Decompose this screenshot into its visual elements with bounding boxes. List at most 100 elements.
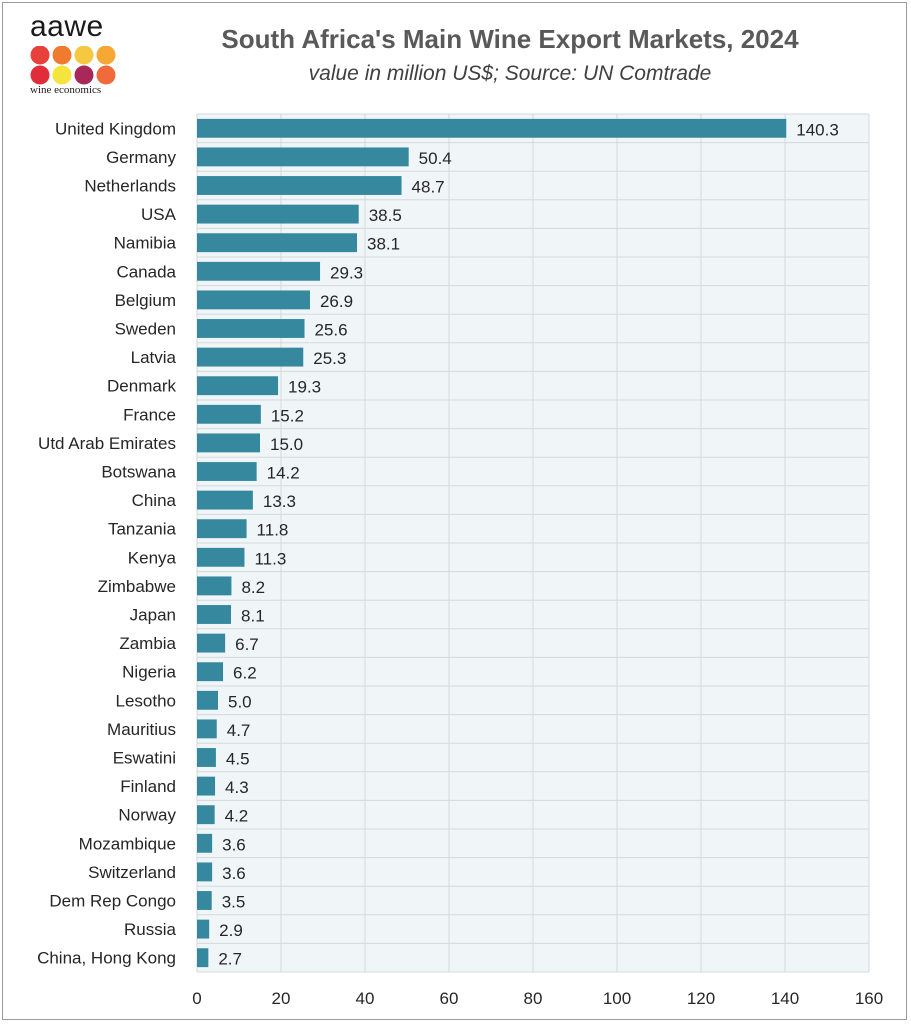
bar xyxy=(197,204,359,224)
bar xyxy=(197,290,310,310)
bar xyxy=(197,719,217,739)
bar xyxy=(197,690,218,710)
value-label: 4.2 xyxy=(225,807,249,826)
x-tick-label: 160 xyxy=(855,989,883,1008)
category-label: Nigeria xyxy=(122,663,176,682)
value-label: 13.3 xyxy=(263,492,296,511)
bar xyxy=(197,633,226,653)
category-label: Norway xyxy=(118,806,176,825)
x-tick-label: 120 xyxy=(687,989,715,1008)
value-label: 15.2 xyxy=(271,406,304,425)
bar xyxy=(197,176,402,195)
category-label: Switzerland xyxy=(88,863,176,882)
value-label: 50.4 xyxy=(419,149,452,168)
value-label: 11.3 xyxy=(254,549,286,568)
category-label: Eswatini xyxy=(113,749,176,768)
category-label: Tanzania xyxy=(108,520,177,539)
logo-dots-icon xyxy=(30,46,116,85)
bar xyxy=(197,462,257,481)
bar xyxy=(197,376,279,396)
value-label: 2.9 xyxy=(219,921,243,940)
value-label: 48.7 xyxy=(412,178,445,197)
x-tick-label: 20 xyxy=(272,989,291,1008)
value-label: 4.5 xyxy=(226,750,250,769)
category-label: Namibia xyxy=(114,234,177,253)
value-label: 3.5 xyxy=(222,893,246,912)
bar xyxy=(197,547,245,567)
value-label: 4.3 xyxy=(225,778,249,797)
bar xyxy=(197,862,213,882)
value-label: 3.6 xyxy=(222,835,246,854)
bar xyxy=(197,118,787,138)
logo-dot xyxy=(30,46,50,65)
bar xyxy=(197,147,409,167)
bar xyxy=(197,605,232,624)
value-label: 11.8 xyxy=(257,521,289,540)
category-label: Germany xyxy=(106,148,176,167)
logo-dot xyxy=(74,65,94,85)
category-label: Dem Rep Congo xyxy=(49,892,176,911)
value-label: 2.7 xyxy=(218,950,242,969)
aawe-logo: aawe wine economics xyxy=(30,10,124,98)
category-label: Zambia xyxy=(119,634,176,653)
logo-tagline: wine economics xyxy=(30,84,102,96)
bar xyxy=(197,347,304,367)
category-label: Lesotho xyxy=(116,691,177,710)
bar xyxy=(197,576,232,596)
bar xyxy=(197,404,261,424)
bar xyxy=(197,948,209,968)
logo-dot xyxy=(52,46,72,65)
category-label: Netherlands xyxy=(84,177,176,196)
category-label: Finland xyxy=(120,777,176,796)
value-label: 38.1 xyxy=(367,235,400,254)
category-label: Canada xyxy=(116,262,176,281)
bar xyxy=(197,748,216,767)
chart-subtitle: value in million US$; Source: UN Comtrad… xyxy=(308,62,712,85)
value-label: 3.6 xyxy=(222,864,246,883)
x-tick-label: 60 xyxy=(440,989,459,1008)
category-label: Utd Arab Emirates xyxy=(38,434,176,453)
category-label: Zimbabwe xyxy=(98,577,176,596)
value-label: 8.1 xyxy=(241,607,265,626)
value-label: 14.2 xyxy=(267,464,300,483)
value-label: 25.6 xyxy=(315,321,348,340)
bar xyxy=(197,319,305,338)
bar xyxy=(197,261,321,281)
logo-dot xyxy=(52,65,72,85)
category-label: Botswana xyxy=(101,463,176,482)
value-label: 38.5 xyxy=(369,206,402,225)
bar xyxy=(197,433,260,453)
chart-title: South Africa's Main Wine Export Markets,… xyxy=(221,24,799,54)
x-tick-label: 100 xyxy=(603,989,631,1008)
bar xyxy=(197,519,247,539)
bar xyxy=(197,233,358,253)
value-label: 6.2 xyxy=(233,664,257,683)
logo-dot xyxy=(74,46,94,65)
category-label: Latvia xyxy=(131,348,177,367)
x-tick-label: 80 xyxy=(524,989,543,1008)
category-label: Belgium xyxy=(115,291,176,310)
value-label: 5.0 xyxy=(228,692,252,711)
category-label: France xyxy=(123,405,176,424)
bar xyxy=(197,490,253,510)
category-label: China xyxy=(132,491,177,510)
x-tick-label: 140 xyxy=(771,989,799,1008)
logo-dot xyxy=(96,46,116,65)
bar xyxy=(197,919,210,939)
value-label: 140.3 xyxy=(796,120,839,139)
category-label: Kenya xyxy=(128,548,177,567)
bar xyxy=(197,891,212,910)
value-label: 26.9 xyxy=(320,292,353,311)
value-label: 6.7 xyxy=(235,635,259,654)
category-label: Mauritius xyxy=(107,720,176,739)
bar xyxy=(197,805,215,825)
category-label: Denmark xyxy=(107,377,176,396)
bar xyxy=(197,776,216,796)
category-label: China, Hong Kong xyxy=(37,949,176,968)
value-label: 25.3 xyxy=(313,349,346,368)
logo-dot xyxy=(96,65,116,85)
value-label: 19.3 xyxy=(288,378,321,397)
category-label: United Kingdom xyxy=(55,119,176,138)
